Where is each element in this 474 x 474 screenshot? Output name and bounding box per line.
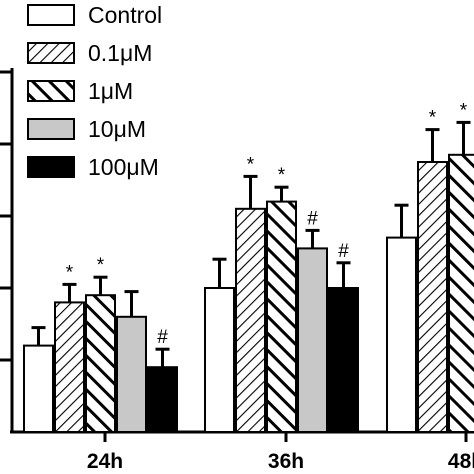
significance-marker: # [157, 327, 168, 348]
x-tick-labels: 24h 36h 48h [87, 450, 474, 473]
legend-label: 100μM [88, 154, 159, 180]
significance-marker: * [66, 262, 74, 283]
significance-marker: * [97, 255, 105, 276]
significance-marker: * [247, 154, 255, 175]
x-tick-label: 36h [268, 450, 304, 473]
significance-marker: * [460, 100, 468, 121]
bar [448, 153, 474, 434]
bar [266, 200, 297, 433]
significance-marker: # [307, 208, 318, 229]
bar [328, 287, 359, 433]
bar [54, 301, 85, 433]
bar [297, 247, 328, 433]
legend-label: 10μM [88, 116, 146, 142]
x-tick-label: 48h [448, 450, 474, 473]
bar [204, 287, 235, 433]
bar [23, 344, 54, 434]
legend-swatch [27, 4, 75, 26]
significance-marker: # [338, 241, 349, 262]
bars: * * # * * # # * * [23, 100, 474, 434]
x-tick-label: 24h [87, 450, 123, 473]
significance-marker: * [429, 108, 437, 129]
bar [386, 236, 417, 433]
legend: Control 0.1μM 1μM 10μM 100μM [27, 2, 162, 180]
legend-swatch [27, 80, 75, 102]
bar [235, 207, 266, 433]
legend-swatch [27, 42, 75, 64]
bar [147, 366, 178, 434]
bar [85, 294, 116, 434]
significance-marker: * [278, 165, 286, 186]
legend-label: 1μM [88, 78, 133, 104]
bar [417, 161, 448, 433]
legend-swatch [27, 118, 75, 140]
bar [116, 315, 147, 433]
legend-swatch [27, 156, 75, 178]
legend-label: 0.1μM [88, 40, 152, 66]
legend-label: Control [88, 2, 162, 28]
